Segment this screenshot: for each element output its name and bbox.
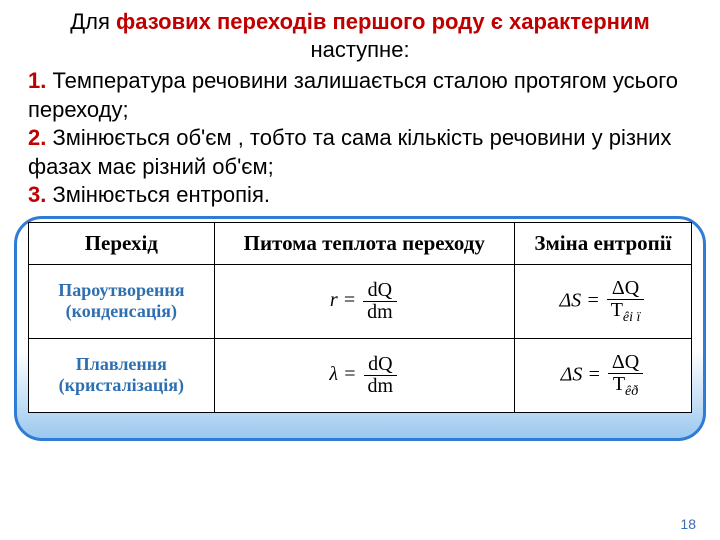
- row2-entropy-formula: ΔS = ΔQ Têð: [514, 338, 691, 412]
- r2-ent-frac: ΔQ Têð: [608, 352, 643, 400]
- r1-heat-lhs: r: [330, 289, 338, 311]
- r1-ent-frac: ΔQ Têi ï: [607, 278, 645, 326]
- heading-pre: Для: [70, 9, 116, 34]
- list-text-2: Змінюється об'єм , тобто та сама кількіс…: [28, 125, 671, 179]
- r1-heat-den: dm: [363, 302, 397, 323]
- transitions-table: Перехід Питома теплота переходу Зміна ен…: [28, 222, 692, 413]
- r1-heat-frac: dQ dm: [363, 280, 397, 323]
- row1-label: Пароутворення (конденсація): [29, 264, 215, 338]
- r2-ent-num: ΔQ: [608, 352, 643, 374]
- list-num-2: 2.: [28, 125, 46, 150]
- r2-heat-lhs: λ: [329, 363, 338, 385]
- col-header-3: Зміна ентропії: [514, 222, 691, 264]
- page-number: 18: [680, 516, 696, 532]
- row2-heat-formula: λ = dQ dm: [214, 338, 514, 412]
- table-container: Перехід Питома теплота переходу Зміна ен…: [28, 222, 692, 413]
- table-row: Пароутворення (конденсація) r = dQ dm ΔS…: [29, 264, 692, 338]
- r1-ent-lhs: ΔS: [559, 289, 581, 311]
- r2-heat-den: dm: [364, 376, 398, 397]
- row1-entropy-formula: ΔS = ΔQ Têi ï: [514, 264, 691, 338]
- list-text-3: Змінюється ентропія.: [46, 182, 270, 207]
- heading: Для фазових переходів першого роду є хар…: [28, 8, 692, 63]
- list-text-1: Температура речовини залишається сталою …: [28, 68, 678, 122]
- r2-ent-den: Têð: [608, 374, 643, 400]
- r1-ent-den: Têi ï: [607, 300, 645, 326]
- list-num-1: 1.: [28, 68, 46, 93]
- r2-ent-lhs: ΔS: [561, 363, 583, 385]
- list-num-3: 3.: [28, 182, 46, 207]
- list-item-1: 1. Температура речовини залишається стал…: [28, 67, 692, 124]
- heading-post: наступне:: [310, 37, 409, 62]
- r2-heat-num: dQ: [364, 354, 398, 376]
- heading-bold: фазових переходів першого роду є характе…: [116, 9, 650, 34]
- list-item-3: 3. Змінюється ентропія.: [28, 181, 692, 210]
- r1-ent-num: ΔQ: [607, 278, 645, 300]
- list-item-2: 2. Змінюється об'єм , тобто та сама кіль…: [28, 124, 692, 181]
- row2-label: Плавлення (кристалізація): [29, 338, 215, 412]
- col-header-2: Питома теплота переходу: [214, 222, 514, 264]
- r2-heat-frac: dQ dm: [364, 354, 398, 397]
- r1-heat-num: dQ: [363, 280, 397, 302]
- table-row: Плавлення (кристалізація) λ = dQ dm ΔS =…: [29, 338, 692, 412]
- col-header-1: Перехід: [29, 222, 215, 264]
- table-header-row: Перехід Питома теплота переходу Зміна ен…: [29, 222, 692, 264]
- row1-heat-formula: r = dQ dm: [214, 264, 514, 338]
